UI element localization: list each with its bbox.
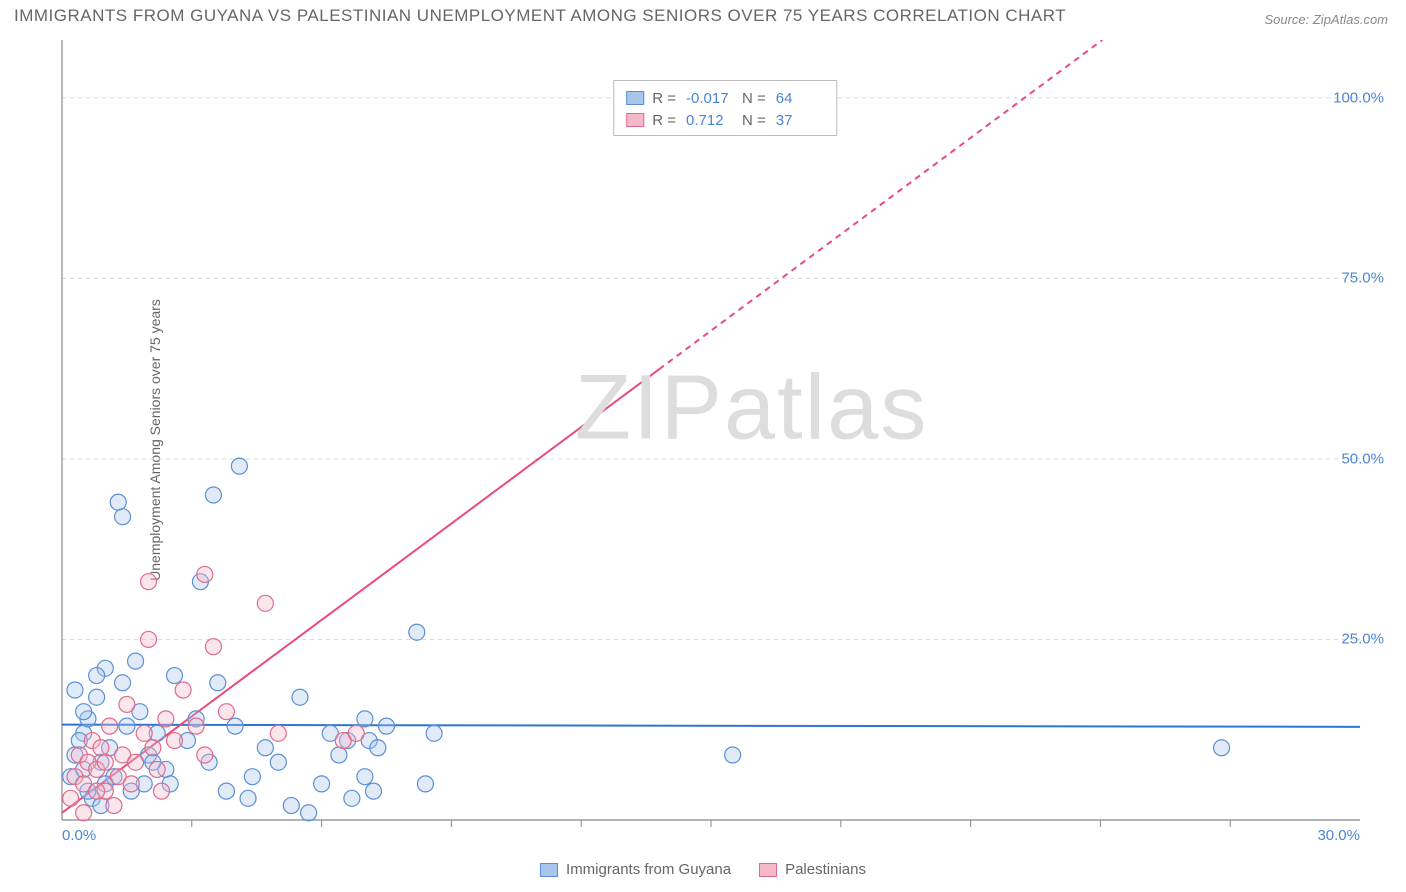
legend-swatch-palestinians <box>626 113 644 127</box>
scatter-plot-svg <box>60 40 1390 840</box>
legend-R-value-2: 0.712 <box>686 112 734 129</box>
legend-N-value-2: 37 <box>776 112 824 129</box>
chart-plot-area: R = -0.017 N = 64 R = 0.712 N = 37 ZIPat… <box>60 40 1390 840</box>
y-tick-label: 100.0% <box>1333 89 1384 106</box>
correlation-legend-box: R = -0.017 N = 64 R = 0.712 N = 37 <box>613 80 837 136</box>
x-tick-label: 0.0% <box>62 827 96 844</box>
chart-title: IMMIGRANTS FROM GUYANA VS PALESTINIAN UN… <box>14 6 1066 26</box>
bottom-swatch-palestinians <box>759 863 777 877</box>
bottom-legend-item-1: Immigrants from Guyana <box>540 861 731 878</box>
x-tick-label: 30.0% <box>1317 827 1360 844</box>
bottom-label-guyana: Immigrants from Guyana <box>566 861 731 878</box>
y-tick-label: 75.0% <box>1341 270 1384 287</box>
y-tick-label: 25.0% <box>1341 631 1384 648</box>
legend-R-label: R = <box>652 90 676 107</box>
legend-N-label: N = <box>742 90 766 107</box>
legend-R-label: R = <box>652 112 676 129</box>
bottom-swatch-guyana <box>540 863 558 877</box>
legend-N-label: N = <box>742 112 766 129</box>
legend-row-series1: R = -0.017 N = 64 <box>626 87 824 109</box>
legend-N-value-1: 64 <box>776 90 824 107</box>
y-tick-label: 50.0% <box>1341 450 1384 467</box>
source-attribution: Source: ZipAtlas.com <box>1264 12 1388 27</box>
legend-R-value-1: -0.017 <box>686 90 734 107</box>
series-legend-bottom: Immigrants from Guyana Palestinians <box>540 861 866 878</box>
bottom-legend-item-2: Palestinians <box>759 861 866 878</box>
legend-row-series2: R = 0.712 N = 37 <box>626 109 824 131</box>
bottom-label-palestinians: Palestinians <box>785 861 866 878</box>
legend-swatch-guyana <box>626 91 644 105</box>
